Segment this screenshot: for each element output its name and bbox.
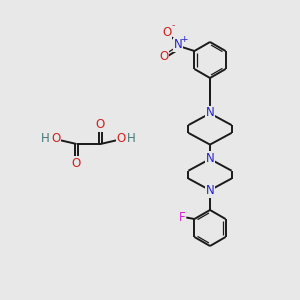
Text: N: N (206, 152, 214, 165)
Text: O: O (52, 132, 61, 145)
Text: O: O (72, 157, 81, 170)
Text: O: O (159, 50, 168, 64)
Text: N: N (206, 106, 214, 119)
Text: O: O (162, 26, 171, 39)
Text: -: - (172, 21, 175, 30)
Text: F: F (178, 211, 185, 224)
Text: +: + (180, 34, 188, 43)
Text: H: H (127, 132, 136, 145)
Text: N: N (206, 184, 214, 197)
Text: H: H (41, 132, 50, 145)
Text: O: O (116, 132, 125, 145)
Text: N: N (173, 38, 182, 52)
Text: O: O (96, 118, 105, 131)
